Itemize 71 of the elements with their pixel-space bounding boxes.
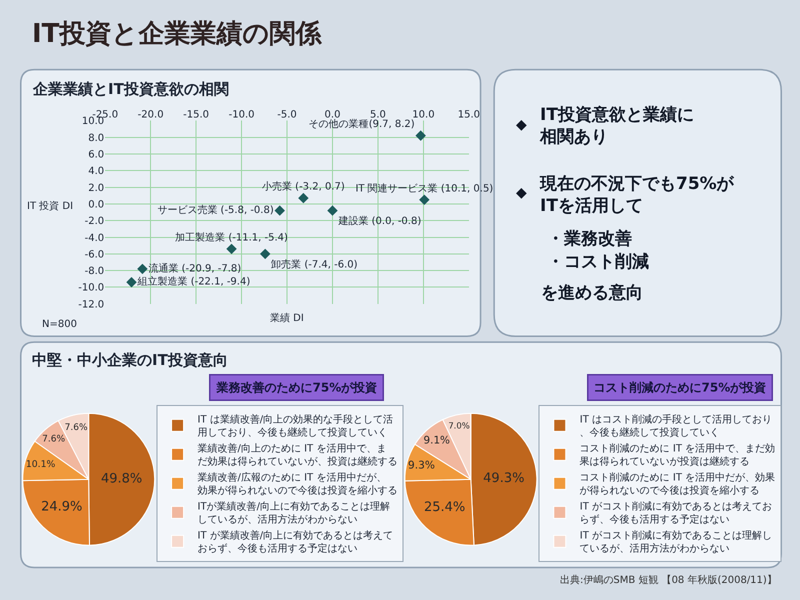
data-label: 建設業 (0.0, -0.8)	[337, 215, 422, 228]
text: IT投資意欲と業績に相関あり	[539, 105, 694, 148]
legend-label: IT がコスト削減に有効であるとは考えておらず、今後も活用する予定はない	[580, 500, 772, 526]
data-label: 24.9%	[41, 500, 82, 515]
legend-label: コスト削減のために IT を活用中だが、効果が得られないので今後は投資を縮小する	[580, 472, 776, 497]
data-label: 25.4%	[424, 500, 466, 515]
y-tick-label: 4.0	[88, 166, 104, 178]
y-axis-title: IT 投資 DI	[27, 200, 74, 212]
source-note: 出典:伊嶋のSMB 短観 【08 年秋版(2008/11)】	[560, 574, 777, 586]
legend-label: IT は業績改善/向上の効果的な手段として活用しており、今後も継続して投資していく	[198, 414, 394, 439]
y-tick-label: 8.0	[88, 132, 104, 144]
point	[327, 205, 338, 216]
legend-label: コスト削減のために IT を活用中で、まだ効果は得られていないが投資は継続する	[580, 442, 776, 468]
legend-label: IT が業績改善/向上に有効であるとは考えておらず、今後も活用する予定はない	[198, 530, 394, 555]
text: を進める意向	[541, 283, 643, 303]
data-label: 7.6%	[64, 422, 88, 433]
x-axis-title: 業績 DI	[270, 312, 304, 324]
data-label: 9.1%	[424, 434, 450, 447]
data-label: 卸売業 (-7.4, -6.0)	[271, 258, 358, 270]
legend-label: ITが業績改善/向上に有効であることは理解しているが、活用方法がわからない	[198, 500, 390, 526]
chart-title: 中堅・中小企業のIT投資意向	[32, 351, 228, 369]
data-label: 流通業 (-20.9, -7.8)	[148, 262, 242, 274]
y-tick-label: -8.0	[84, 266, 104, 278]
x-tick-label: -15.0	[183, 110, 210, 121]
data-label: 49.3%	[483, 471, 524, 486]
y-tick-label: -6.0	[84, 249, 104, 260]
data-label: 10.1%	[26, 459, 56, 470]
data-label: その他の業種(9.7, 8.2)	[308, 118, 415, 130]
text: N=800	[42, 319, 77, 330]
data-label: 加工製造業 (-11.1, -5.4)	[175, 231, 288, 244]
x-tick-label: -10.0	[228, 110, 254, 121]
chart-subtitle: 企業業績とIT投資意欲の相関	[32, 80, 229, 98]
text: ◆	[516, 117, 527, 133]
data-label: IT 関連サービス業 (10.1, 0.5)	[355, 182, 494, 194]
data-label: 小売業 (-3.2, 0.7)	[262, 180, 345, 193]
legend-label: IT はコスト削減の手段として活用しており、今後も継続して投資していく	[580, 414, 772, 439]
point	[226, 244, 237, 254]
text: ・コスト削減	[547, 252, 649, 272]
text: 業務改善のために75%が投資	[216, 380, 378, 394]
y-tick-label: 2.0	[88, 182, 104, 194]
data-label: 49.8%	[100, 472, 142, 487]
y-tick-label: 6.0	[88, 149, 104, 160]
chart-title: IT投資と企業業績の関係	[32, 19, 322, 49]
text: ◆	[516, 185, 527, 201]
point	[137, 264, 148, 274]
point	[274, 205, 285, 216]
x-tick-label: -5.0	[277, 110, 297, 121]
x-tick-label: 10.0	[412, 110, 435, 121]
data-label: 組立製造業 (-22.1, -9.4)	[136, 276, 250, 288]
y-tick-label: -12.0	[78, 299, 104, 310]
point	[416, 130, 426, 141]
y-tick-label: -10.0	[78, 282, 104, 294]
x-tick-label: -20.0	[138, 110, 164, 121]
legend-label: 業績改善/広報のために IT を活用中だが、効果が得られないので今後は投資を縮小する	[198, 472, 398, 497]
x-tick-label: 15.0	[458, 110, 480, 121]
data-label: 7.0%	[448, 420, 470, 431]
data-label: 7.6%	[42, 434, 66, 445]
point	[126, 277, 137, 288]
point	[298, 192, 309, 204]
text: ・業務改善	[547, 228, 632, 249]
y-tick-label: -4.0	[84, 232, 104, 244]
y-tick-label: 0.0	[88, 199, 104, 210]
legend-label: 業績改善/向上のために IT を活用中で、まだ効果は得られていないが、投資は継続する	[198, 442, 398, 468]
text: コスト削減のために75%が投資	[594, 380, 766, 394]
point	[419, 194, 430, 205]
y-tick-label: -2.0	[84, 216, 104, 228]
point	[260, 248, 270, 260]
legend-label: IT がコスト削減に有効であることは理解しているが、活用方法がわからない	[580, 530, 772, 555]
data-label: サービス売業 (-5.8, -0.8)	[157, 204, 274, 216]
data-label: 9.3%	[408, 460, 435, 472]
text: 現在の不況下でも75%がITを活用して	[539, 174, 735, 216]
